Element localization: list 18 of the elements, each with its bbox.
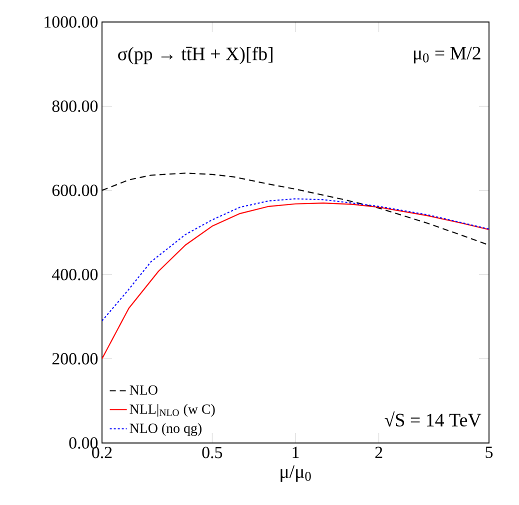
- y-tick-label: 200.00: [52, 353, 98, 365]
- x-tick-label: 2: [375, 446, 382, 458]
- y-tick-label: 0.00: [69, 437, 98, 449]
- legend-label: NLO (no qg): [130, 423, 202, 436]
- annotation: σ(pp → tt̄H + X)[fb]: [118, 46, 272, 64]
- x-tick-label: 1: [292, 446, 299, 458]
- y-tick-label: 600.00: [52, 184, 98, 196]
- x-tick-label: 5: [486, 446, 493, 458]
- x-axis-title: μ/μ$_{0}$: [280, 465, 311, 482]
- y-tick-label: 400.00: [52, 268, 98, 280]
- legend-label: NLO: [130, 385, 158, 395]
- annotation: μ$_{0}$ = M/2: [414, 46, 480, 64]
- x-tick-label: 0.2: [92, 446, 112, 458]
- legend-label: NLL|$_{NLO}$ (w C): [130, 404, 215, 417]
- y-tick-label: 800.00: [52, 100, 98, 112]
- annotation: √S = 14 TeV: [384, 411, 482, 427]
- x-tick-label: 0.5: [202, 446, 222, 458]
- y-tick-label: 1000.00: [44, 16, 98, 28]
